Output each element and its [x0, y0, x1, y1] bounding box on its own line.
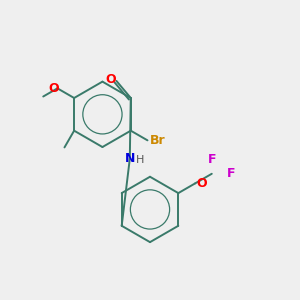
Text: N: N [124, 152, 135, 165]
Text: F: F [208, 153, 216, 166]
Text: F: F [226, 167, 235, 180]
Text: O: O [48, 82, 59, 95]
Text: Br: Br [150, 134, 166, 147]
Text: O: O [196, 177, 207, 190]
Text: H: H [136, 155, 145, 165]
Text: O: O [106, 73, 116, 86]
